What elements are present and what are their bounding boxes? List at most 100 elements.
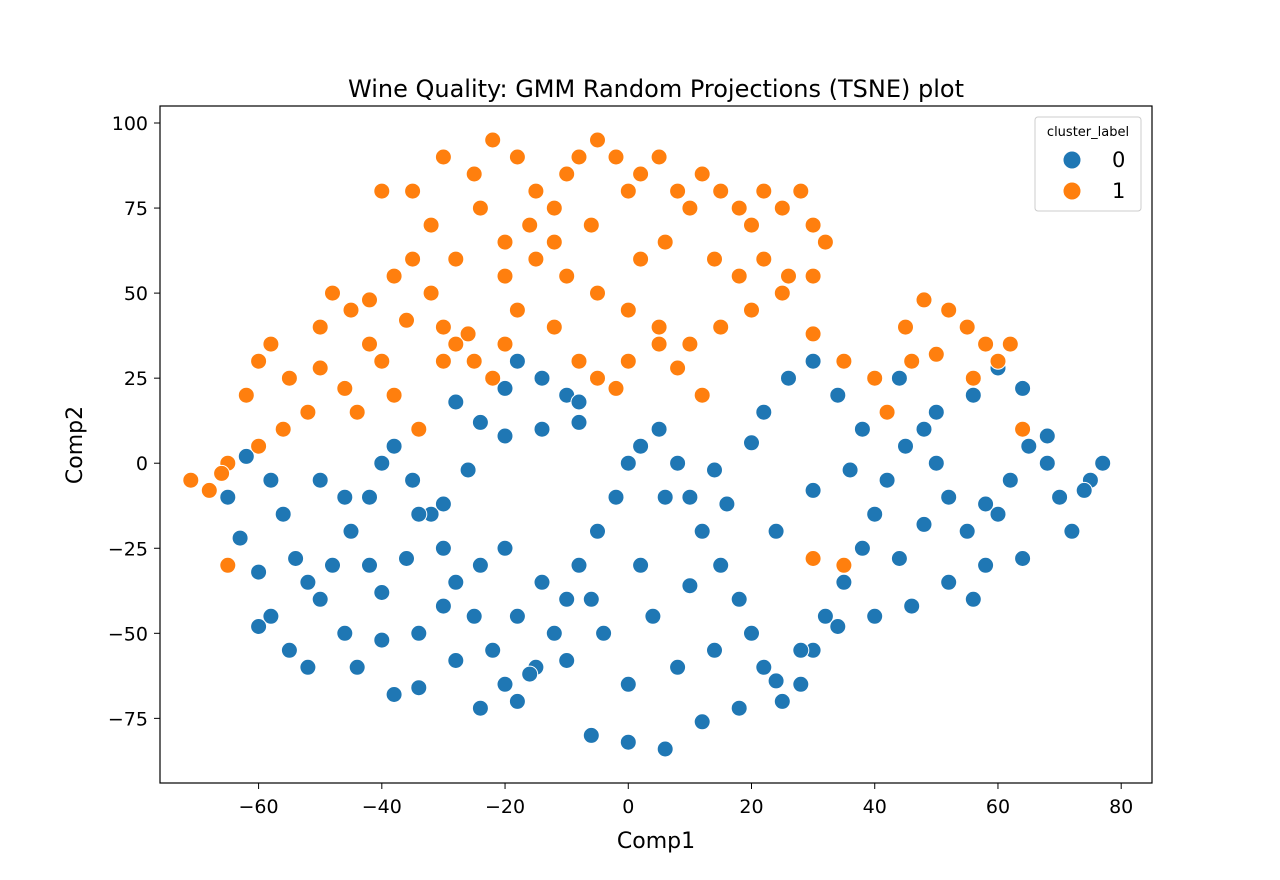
- point-cluster-0: [373, 454, 391, 472]
- point-cluster-1: [508, 301, 526, 319]
- point-cluster-0: [496, 539, 514, 557]
- x-tick-label: −60: [239, 796, 279, 818]
- point-cluster-0: [280, 641, 298, 659]
- point-cluster-0: [915, 515, 933, 533]
- point-cluster-0: [780, 369, 797, 387]
- point-cluster-0: [447, 573, 465, 591]
- point-cluster-0: [767, 672, 785, 690]
- point-cluster-0: [977, 495, 995, 513]
- point-cluster-0: [897, 437, 914, 455]
- point-cluster-0: [484, 641, 502, 659]
- point-cluster-0: [915, 420, 933, 438]
- point-cluster-1: [866, 369, 884, 387]
- point-cluster-0: [533, 369, 551, 387]
- point-cluster-0: [508, 607, 526, 625]
- point-cluster-0: [589, 522, 606, 540]
- chart-title: Wine Quality: GMM Random Projections (TS…: [348, 75, 964, 103]
- point-cluster-0: [1075, 481, 1093, 499]
- point-cluster-1: [878, 403, 896, 421]
- point-cluster-1: [780, 267, 797, 285]
- point-cluster-1: [915, 291, 933, 309]
- point-cluster-1: [927, 345, 945, 363]
- point-cluster-1: [182, 471, 200, 489]
- x-tick-label: 0: [622, 796, 634, 818]
- point-cluster-1: [521, 216, 539, 234]
- legend-marker-1: [1062, 181, 1082, 201]
- point-cluster-0: [508, 352, 526, 370]
- point-cluster-1: [447, 250, 465, 268]
- point-cluster-0: [434, 539, 452, 557]
- point-cluster-0: [262, 471, 280, 489]
- point-cluster-0: [465, 607, 483, 625]
- point-cluster-0: [607, 488, 625, 506]
- point-cluster-0: [299, 573, 317, 591]
- point-cluster-1: [804, 216, 822, 234]
- point-cluster-1: [730, 199, 748, 217]
- x-tick-label: 80: [1109, 796, 1133, 818]
- point-cluster-0: [1020, 437, 1038, 455]
- point-cluster-0: [773, 692, 791, 710]
- point-cluster-0: [718, 495, 736, 513]
- point-cluster-1: [681, 199, 699, 217]
- y-tick-label: −75: [108, 708, 148, 730]
- point-cluster-0: [927, 403, 945, 421]
- point-cluster-1: [422, 284, 440, 302]
- point-cluster-0: [410, 679, 428, 697]
- point-cluster-0: [311, 471, 329, 489]
- point-cluster-1: [385, 267, 403, 285]
- point-cluster-0: [311, 590, 329, 608]
- point-cluster-1: [792, 182, 810, 200]
- point-cluster-1: [1001, 335, 1019, 353]
- point-cluster-1: [835, 556, 853, 574]
- point-cluster-0: [656, 488, 674, 506]
- point-cluster-0: [792, 641, 810, 659]
- point-cluster-1: [527, 182, 545, 200]
- point-cluster-0: [890, 550, 908, 567]
- y-tick-label: 0: [136, 453, 148, 475]
- legend-label-1: 1: [1112, 179, 1125, 203]
- point-cluster-0: [1063, 522, 1081, 540]
- point-cluster-0: [681, 577, 699, 595]
- point-cluster-0: [755, 403, 773, 421]
- point-cluster-1: [434, 318, 452, 336]
- legend-marker-0: [1062, 150, 1082, 170]
- point-cluster-1: [447, 335, 465, 353]
- point-cluster-0: [447, 393, 465, 411]
- point-cluster-1: [712, 318, 730, 336]
- point-cluster-1: [693, 386, 711, 404]
- point-cluster-0: [632, 556, 650, 574]
- point-cluster-0: [619, 675, 637, 693]
- point-cluster-0: [669, 658, 687, 676]
- point-cluster-0: [496, 427, 514, 445]
- point-cluster-1: [361, 335, 378, 353]
- point-cluster-0: [804, 481, 822, 499]
- point-cluster-0: [219, 488, 237, 506]
- point-cluster-0: [582, 590, 600, 608]
- point-cluster-0: [853, 420, 871, 438]
- point-cluster-1: [712, 182, 730, 200]
- plot-frame: [159, 105, 1153, 784]
- point-cluster-1: [250, 352, 268, 370]
- point-cluster-1: [200, 481, 218, 499]
- point-cluster-1: [311, 318, 329, 336]
- point-cluster-1: [964, 369, 982, 387]
- point-cluster-1: [311, 359, 329, 377]
- point-cluster-1: [496, 233, 514, 251]
- point-cluster-1: [336, 379, 354, 397]
- point-cluster-1: [459, 325, 477, 343]
- point-cluster-1: [816, 233, 834, 251]
- point-cluster-0: [743, 434, 760, 452]
- point-cluster-1: [404, 182, 422, 200]
- point-cluster-1: [545, 233, 563, 251]
- point-cluster-1: [632, 165, 650, 183]
- point-cluster-1: [342, 301, 360, 319]
- point-cluster-0: [274, 505, 292, 523]
- point-cluster-0: [404, 471, 422, 489]
- point-cluster-1: [361, 291, 378, 309]
- point-cluster-0: [964, 386, 982, 404]
- point-cluster-1: [280, 369, 298, 387]
- point-cluster-1: [804, 267, 822, 285]
- point-cluster-0: [866, 505, 884, 523]
- point-cluster-1: [496, 267, 514, 285]
- point-cluster-0: [656, 740, 674, 758]
